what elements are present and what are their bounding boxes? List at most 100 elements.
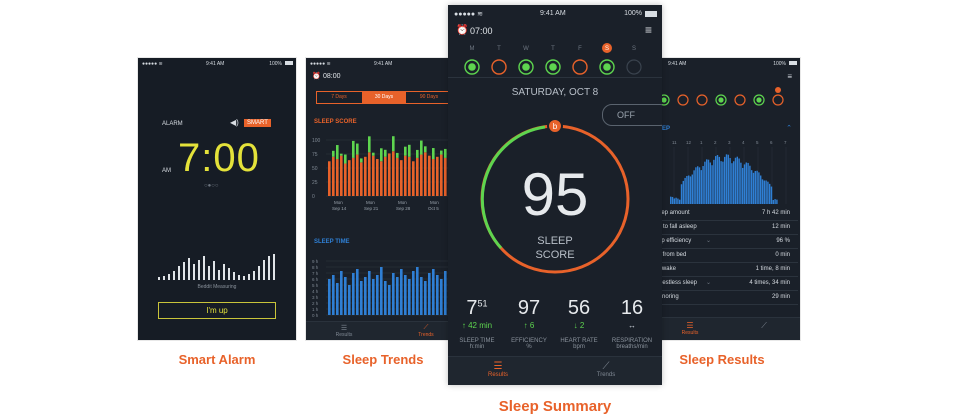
score-bar-top [344,155,347,164]
wave-bar [248,274,250,280]
hypno-bar [740,163,741,204]
date-label: Sep 28 [396,206,411,211]
metric-value: 97 [504,297,554,320]
alarm-time: 7:00 [178,136,260,181]
collapse-chevron-icon[interactable]: ⌃ [786,124,792,132]
metric-value: 56 [554,297,604,320]
range-30-days[interactable]: 30 Days [362,92,406,103]
page-dots: ○●○○ [204,183,219,189]
tab-trends-label: Trends [586,372,626,378]
tab-trends[interactable]: ⟋ Trends [406,324,446,338]
time-bar [424,281,427,315]
hypno-bar [776,200,777,204]
tab-results[interactable]: ☰ Results [478,361,518,378]
time-bar [372,279,375,315]
metric-sleep-time[interactable]: 751 ↑ 42 min SLEEP TIME h:min [452,297,502,350]
trend-line-icon: ⟋ [406,324,446,332]
metric-unit: breaths/min [604,344,660,350]
time-bar [404,275,407,315]
hypno-bar [747,163,748,204]
hypno-bar [695,167,696,204]
menu-icon[interactable]: ≡ [787,72,792,81]
hypno-bar [701,170,702,204]
hypno-bar [699,167,700,204]
time-bar [364,277,367,315]
score-bar-top [392,136,395,151]
hypno-bar [774,199,775,204]
score-bar [392,151,395,196]
range-7-days[interactable]: 7 Days [317,92,361,103]
menu-icon[interactable]: ≡ [645,23,652,37]
metric-heart-rate[interactable]: 56 ↓ 2 HEART RATE bpm [554,297,604,350]
score-bar-top [424,146,427,152]
hypno-bar [755,171,756,204]
time-bar [440,279,443,315]
summary-phone: ●●●●● ≋ 9:41 AM 100% ⏰ 07:00 ≡ MTWTFSSS … [448,5,662,385]
hypno-bar [688,175,689,204]
im-up-button[interactable]: I'm up [158,302,276,319]
tick-label: 5 h [312,283,319,288]
time-bar [408,279,411,315]
battery-text: 100% [624,10,642,17]
score-label-line2: SCORE [448,249,662,261]
day-ring [573,60,587,74]
score-bar-top [380,148,383,161]
hypno-bar [686,176,687,204]
hypno-bar [704,162,705,204]
smart-badge[interactable]: SMART [244,119,271,127]
hypno-bar [744,164,745,204]
date-title: SATURDAY, OCT 8 [448,87,662,98]
hypno-bar [735,158,736,204]
hypno-bar [737,157,738,204]
weekday-label: S [632,46,636,52]
alarm-label: ALARM [162,121,183,127]
tab-trends[interactable]: ⟋ Trends [586,361,626,378]
list-item[interactable]: ep efficiency ⌄ 96 % [658,234,798,249]
metric-delta: ↑ 6 [504,321,554,330]
day-dot [718,97,723,102]
hypno-bar [706,159,707,204]
score-bar-top [372,153,375,156]
time-bar [380,267,383,315]
range-90-days[interactable]: 90 Days [407,92,451,103]
tab-results[interactable]: ☰ Results [670,321,710,336]
battery-icon [285,61,293,65]
date-day-label: Mon [366,200,375,205]
day-ring [627,60,641,74]
hour-tick: 2 [714,140,717,145]
status-time: 9:41 AM [374,61,392,67]
metric-efficiency[interactable]: 97 ↑ 6 EFFICIENCY % [504,297,554,350]
metric-respiration[interactable]: 16 ↔ RESPIRATION breaths/min [604,297,660,350]
score-bar [384,157,387,196]
tick-label: 8 h [312,265,319,270]
metric-sup: 51 [478,298,488,308]
list-item: eep amount 7 h 42 min [658,206,798,221]
time-bar [396,277,399,315]
date-label: Sep 21 [364,206,379,211]
week-indicators: MTWTFSSS [458,43,652,77]
list-item[interactable]: Restless sleep ⌄ 4 times, 34 min [658,276,798,291]
caption-smart-alarm: Smart Alarm [150,352,284,367]
hypno-bar [767,182,768,204]
time-bar [392,273,395,315]
tab-bar: ☰ Results ⟋ Trends [306,321,458,340]
wave-bar [163,276,165,280]
hypno-bar [674,198,675,204]
time-bar [356,269,359,315]
alarm-clock-icon[interactable]: ⏰ [312,72,321,80]
day-dot [468,63,476,71]
tab-results[interactable]: ☰ Results [324,324,364,338]
alarm-clock-icon[interactable]: ⏰ [456,25,468,36]
trends-phone: ●●●●● ≋ 9:41 AM ⏰ 08:00 7 Days 30 Days 9… [306,58,458,340]
score-bar-top [420,141,423,155]
hypno-bar [726,154,727,204]
score-bar [424,152,427,196]
wave-bar [228,268,230,280]
score-bar-top [360,158,363,162]
tab-trends[interactable]: ⟋ [744,321,784,331]
hypno-bar [753,173,754,204]
hypno-bar [711,165,712,204]
speaker-icon[interactable]: ◀) [230,118,239,127]
wave-bar [273,254,275,280]
list-item: y from bed 0 min [658,248,798,263]
